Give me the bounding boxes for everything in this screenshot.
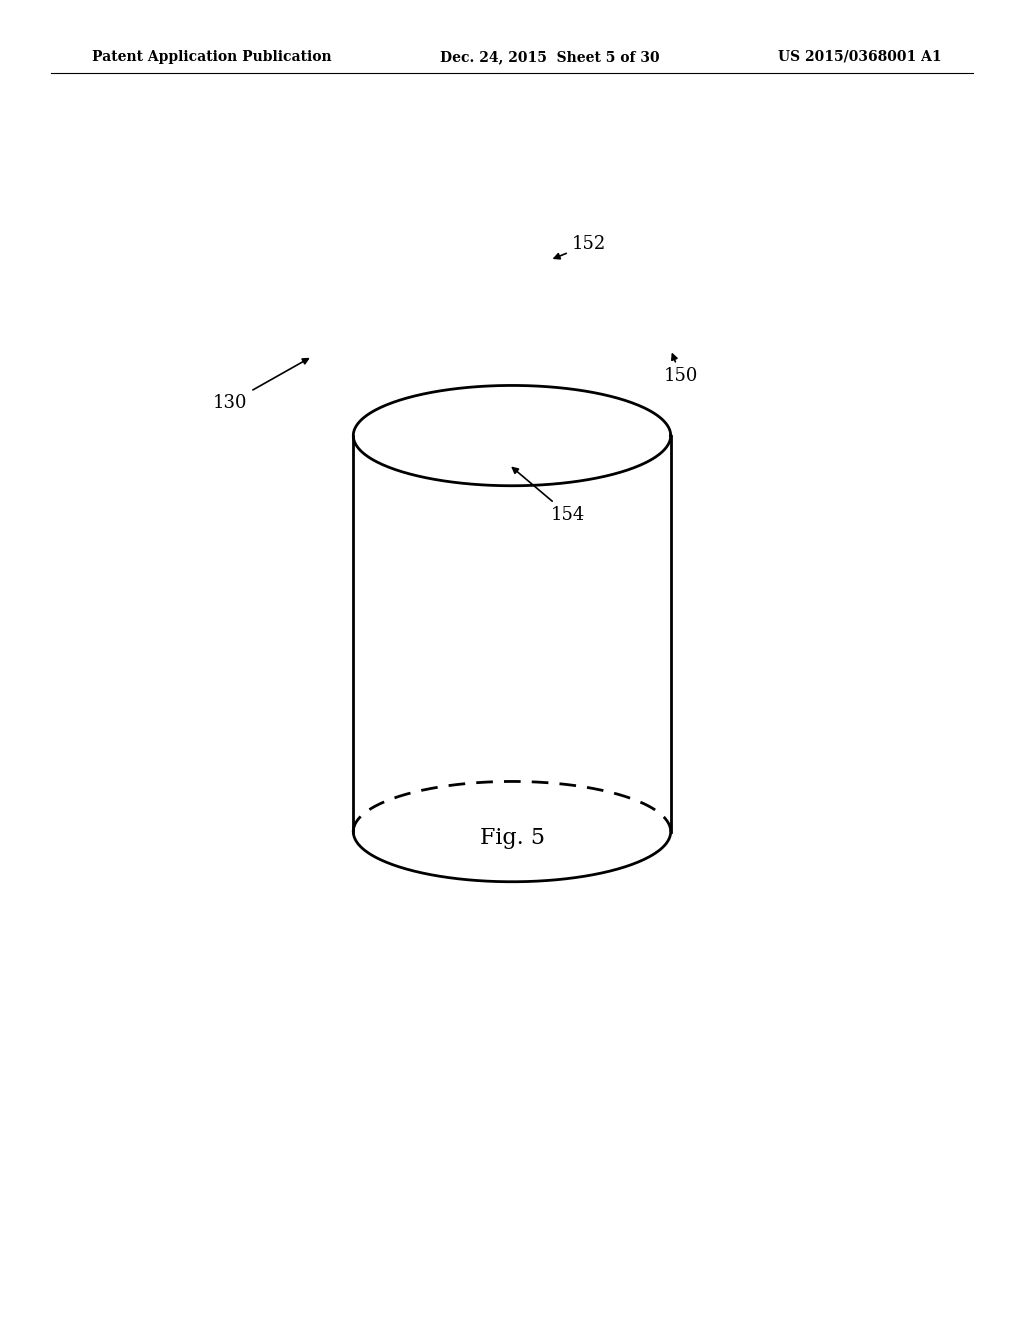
Text: 152: 152: [554, 235, 606, 259]
Text: Dec. 24, 2015  Sheet 5 of 30: Dec. 24, 2015 Sheet 5 of 30: [440, 50, 659, 63]
Text: 150: 150: [664, 354, 698, 385]
Text: Fig. 5: Fig. 5: [479, 828, 545, 849]
Text: Patent Application Publication: Patent Application Publication: [92, 50, 332, 63]
Text: US 2015/0368001 A1: US 2015/0368001 A1: [778, 50, 942, 63]
Text: 154: 154: [512, 467, 586, 524]
Text: 130: 130: [213, 359, 308, 412]
